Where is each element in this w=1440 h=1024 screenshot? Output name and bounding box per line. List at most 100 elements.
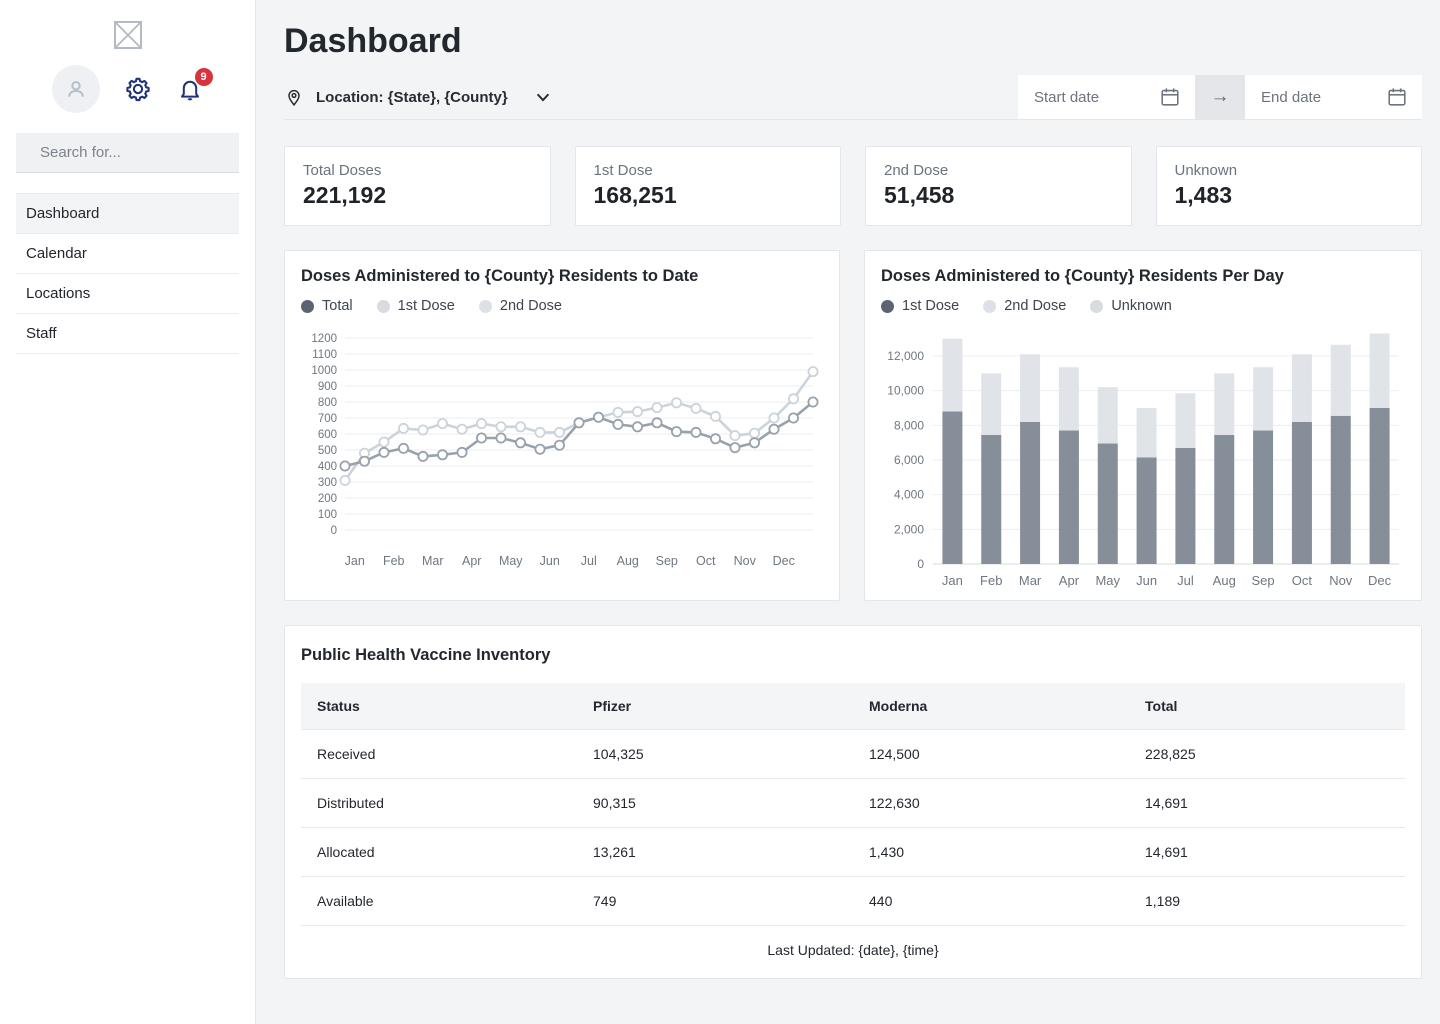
svg-text:Nov: Nov bbox=[734, 554, 757, 568]
last-updated-text: Last Updated: {date}, {time} bbox=[767, 942, 939, 958]
location-label: Location: {State}, {County} bbox=[316, 88, 508, 106]
cell-pfizer: 90,315 bbox=[577, 778, 853, 828]
stat-value: 221,192 bbox=[303, 182, 387, 208]
svg-text:Jun: Jun bbox=[1136, 573, 1157, 588]
sidebar: 9 Dashboard Calendar Locations Staff bbox=[0, 0, 256, 1024]
calendar-icon[interactable] bbox=[1159, 86, 1181, 108]
cell-status: Allocated bbox=[301, 827, 577, 877]
start-date-field[interactable] bbox=[1018, 75, 1195, 119]
location-selector[interactable]: Location: {State}, {County} bbox=[284, 77, 552, 117]
legend-item-total: Total bbox=[301, 298, 353, 314]
inventory-card: Public Health Vaccine Inventory Status P… bbox=[284, 625, 1422, 979]
chart-title: Doses Administered to {County} Residents… bbox=[881, 267, 1284, 285]
bar-chart-card: Doses Administered to {County} Residents… bbox=[864, 250, 1422, 601]
cell-total: 14,691 bbox=[1129, 827, 1405, 877]
stat-card-total-doses: Total Doses 221,192 bbox=[284, 146, 551, 226]
stat-label: 1st Dose bbox=[593, 162, 653, 179]
svg-text:400: 400 bbox=[318, 461, 337, 473]
legend-dot-icon bbox=[881, 299, 894, 313]
cell-total: 228,825 bbox=[1129, 729, 1405, 779]
sidebar-item-dashboard[interactable]: Dashboard bbox=[16, 194, 239, 234]
legend-label: Unknown bbox=[1111, 298, 1172, 314]
column-header-moderna: Moderna bbox=[853, 683, 1129, 730]
stat-value: 51,458 bbox=[884, 182, 955, 208]
page-title: Dashboard bbox=[284, 22, 462, 60]
table-row: Distributed 90,315 122,630 14,691 bbox=[301, 778, 1405, 828]
cell-pfizer: 13,261 bbox=[577, 827, 853, 877]
svg-text:1200: 1200 bbox=[311, 333, 337, 345]
svg-text:Jan: Jan bbox=[942, 573, 963, 588]
svg-text:8,000: 8,000 bbox=[894, 418, 924, 432]
legend-dot-icon bbox=[301, 299, 314, 313]
chart-legend: 1st Dose 2nd Dose Unknown bbox=[881, 298, 1405, 314]
legend-item-second-dose: 2nd Dose bbox=[983, 298, 1066, 314]
chevron-down-icon bbox=[534, 88, 552, 106]
notifications-button[interactable]: 9 bbox=[176, 68, 213, 103]
table-row: Allocated 13,261 1,430 14,691 bbox=[301, 827, 1405, 877]
sidebar-item-calendar[interactable]: Calendar bbox=[16, 234, 239, 274]
end-date-input[interactable] bbox=[1259, 87, 1374, 107]
column-header-status: Status bbox=[301, 683, 577, 730]
legend-dot-icon bbox=[983, 299, 997, 313]
stat-label: Unknown bbox=[1174, 162, 1238, 179]
legend-label: Total bbox=[322, 298, 353, 314]
svg-text:Jul: Jul bbox=[581, 554, 597, 568]
svg-text:Jan: Jan bbox=[345, 554, 365, 568]
sidebar-item-locations[interactable]: Locations bbox=[16, 274, 239, 314]
sidebar-item-staff[interactable]: Staff bbox=[16, 314, 239, 354]
image-placeholder-logo-icon bbox=[113, 21, 142, 49]
legend-label: 2nd Dose bbox=[499, 298, 562, 314]
start-date-input[interactable] bbox=[1032, 87, 1147, 107]
notification-badge: 9 bbox=[194, 68, 213, 86]
stat-cards: Total Doses 221,192 1st Dose 168,251 2nd… bbox=[284, 146, 1422, 226]
column-header-total: Total bbox=[1129, 683, 1405, 730]
date-range-arrow-icon: → bbox=[1195, 75, 1245, 119]
svg-text:Aug: Aug bbox=[617, 554, 639, 568]
svg-text:900: 900 bbox=[318, 381, 337, 393]
svg-text:Aug: Aug bbox=[1213, 573, 1236, 588]
svg-text:Oct: Oct bbox=[696, 554, 716, 568]
stat-value: 168,251 bbox=[593, 182, 677, 208]
line-chart: 0 100 200 300 400 500 600 700 800 900 1000 1100 1200… bbox=[311, 333, 819, 568]
svg-text:100: 100 bbox=[318, 509, 337, 521]
legend-dot-icon bbox=[376, 299, 390, 313]
cell-moderna: 440 bbox=[853, 876, 1129, 926]
svg-text:600: 600 bbox=[318, 429, 337, 441]
svg-text:700: 700 bbox=[318, 413, 337, 425]
stat-card-second-dose: 2nd Dose 51,458 bbox=[865, 146, 1132, 226]
sidebar-search[interactable] bbox=[16, 133, 241, 173]
table-header-row: Status Pfizer Moderna Total bbox=[301, 683, 1405, 730]
line-chart-card: Doses Administered to {County} Residents… bbox=[284, 250, 840, 601]
legend-dot-icon bbox=[478, 299, 492, 313]
sidebar-actions: 9 bbox=[0, 65, 255, 113]
svg-text:Jul: Jul bbox=[1177, 573, 1194, 588]
stat-label: 2nd Dose bbox=[884, 162, 949, 179]
avatar[interactable] bbox=[51, 65, 100, 113]
chart-title: Doses Administered to {County} Residents… bbox=[301, 267, 699, 285]
calendar-icon[interactable] bbox=[1386, 86, 1408, 108]
legend-label: 1st Dose bbox=[397, 298, 455, 314]
svg-text:800: 800 bbox=[318, 397, 337, 409]
svg-text:Mar: Mar bbox=[1019, 573, 1042, 588]
stat-card-first-dose: 1st Dose 168,251 bbox=[574, 146, 841, 226]
charts-row: Doses Administered to {County} Residents… bbox=[284, 250, 1422, 601]
cell-status: Distributed bbox=[301, 778, 577, 828]
gear-icon bbox=[125, 77, 150, 102]
cell-total: 1,189 bbox=[1129, 876, 1405, 926]
svg-text:12,000: 12,000 bbox=[887, 349, 924, 363]
chart-legend: Total 1st Dose 2nd Dose bbox=[301, 298, 823, 314]
svg-text:Apr: Apr bbox=[462, 554, 481, 568]
svg-text:0: 0 bbox=[917, 557, 924, 571]
svg-text:Mar: Mar bbox=[422, 554, 444, 568]
legend-label: 1st Dose bbox=[902, 298, 960, 314]
svg-text:Feb: Feb bbox=[980, 573, 1002, 588]
svg-text:Oct: Oct bbox=[1292, 573, 1313, 588]
svg-text:10,000: 10,000 bbox=[887, 384, 924, 398]
settings-button[interactable] bbox=[124, 75, 152, 103]
bell-icon bbox=[180, 80, 199, 101]
svg-text:Dec: Dec bbox=[1368, 573, 1392, 588]
column-header-pfizer: Pfizer bbox=[577, 683, 853, 730]
svg-text:Sep: Sep bbox=[1252, 573, 1275, 588]
search-input[interactable] bbox=[38, 143, 241, 162]
end-date-field[interactable] bbox=[1245, 75, 1422, 119]
